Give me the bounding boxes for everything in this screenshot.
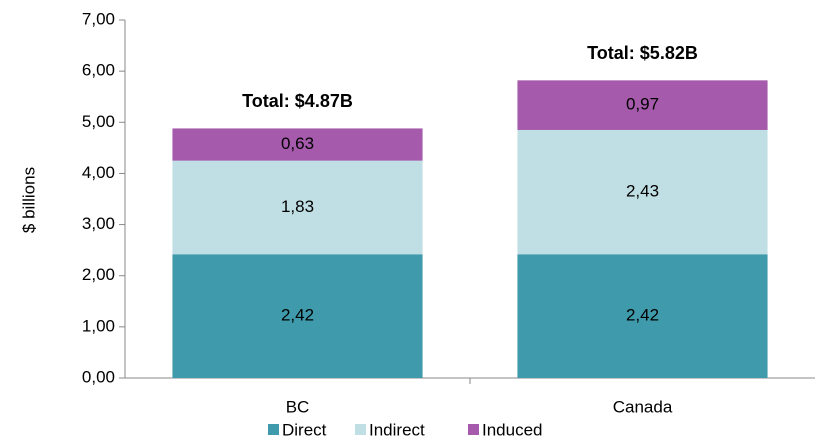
y-tick-label: 0,00	[82, 367, 115, 386]
legend-label: Indirect	[369, 420, 425, 439]
bar-segment	[172, 254, 423, 378]
legend-swatch	[468, 424, 479, 435]
bar-segment	[517, 129, 768, 255]
legend-swatch	[268, 424, 279, 435]
bar-segment	[517, 80, 768, 130]
legend-label: Induced	[482, 420, 543, 439]
data-label: 0,63	[281, 134, 314, 153]
data-label: 2,43	[626, 182, 659, 201]
y-tick-label: 6,00	[82, 61, 115, 80]
total-annotation: Total: $5.82B	[587, 43, 698, 63]
bar-segment	[172, 160, 423, 255]
legend-label: Direct	[282, 420, 327, 439]
y-tick-label: 7,00	[82, 9, 115, 28]
y-axis-label: $ billions	[19, 167, 38, 233]
y-tick-label: 1,00	[82, 316, 115, 335]
y-tick-label: 5,00	[82, 112, 115, 131]
data-label: 0,97	[626, 95, 659, 114]
x-tick-label: Canada	[613, 397, 673, 416]
y-tick-label: 4,00	[82, 163, 115, 182]
y-tick-label: 3,00	[82, 214, 115, 233]
data-label: 2,42	[281, 306, 314, 325]
legend-swatch	[355, 424, 366, 435]
data-label: 1,83	[281, 197, 314, 216]
bar-segment	[172, 128, 423, 161]
x-tick-label: BC	[286, 397, 310, 416]
data-label: 2,42	[626, 306, 659, 325]
total-annotation: Total: $4.87B	[242, 91, 353, 111]
y-tick-label: 2,00	[82, 265, 115, 284]
bar-segment	[517, 254, 768, 378]
